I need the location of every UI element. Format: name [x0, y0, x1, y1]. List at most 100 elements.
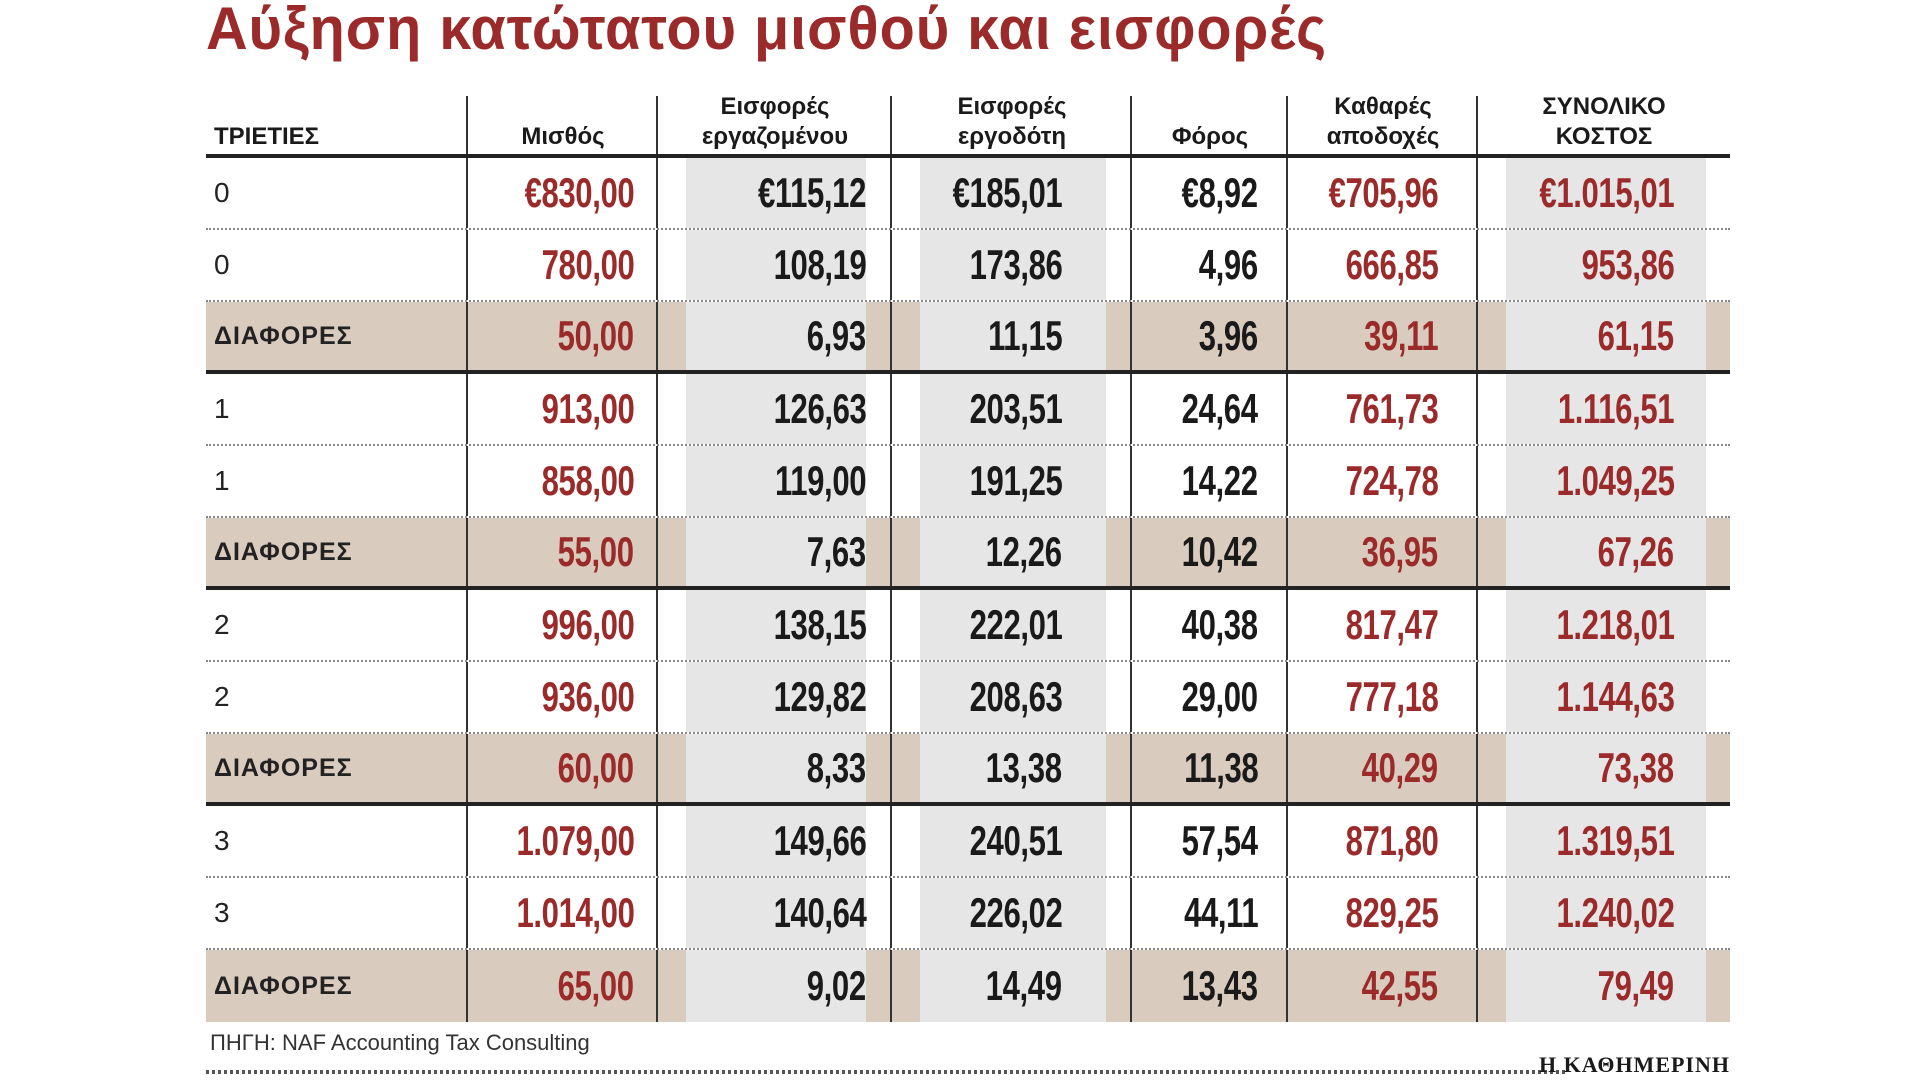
row-label-cell: ΔΙΑΦΟΡΕΣ: [206, 734, 468, 802]
triennium-label: 1: [214, 465, 230, 496]
column-header-line: ΣΥΝΟΛΙΚΟ: [1542, 93, 1666, 120]
table-cell: 222,01: [892, 590, 1132, 660]
column-header-line: Μισθός: [521, 123, 605, 150]
table-cell-value: 1.218,01: [1555, 601, 1674, 648]
table-cell-value: 996,00: [541, 601, 634, 648]
column-divider: [1130, 662, 1132, 732]
table-cell: 8,33: [658, 734, 892, 802]
table-cell-value: €705,96: [1328, 169, 1438, 216]
column-divider: [1130, 446, 1132, 516]
column-shade: [920, 518, 1106, 586]
table-cell: 871,80: [1288, 806, 1478, 876]
table-cell-value: 138,15: [773, 601, 866, 648]
column-divider: [890, 230, 892, 300]
column-divider: [1476, 96, 1478, 154]
column-shade: [1506, 302, 1706, 370]
column-shade: [686, 374, 866, 444]
column-divider: [1476, 158, 1478, 228]
column-divider: [466, 950, 468, 1022]
difference-label: ΔΙΑΦΟΡΕΣ: [214, 537, 353, 566]
table-cell: 777,18: [1288, 662, 1478, 732]
column-divider: [1286, 590, 1288, 660]
table-cell-value: 666,85: [1345, 241, 1438, 288]
row-label-cell: 0: [206, 158, 468, 228]
column-shade: [686, 302, 866, 370]
column-divider: [890, 662, 892, 732]
column-divider: [890, 518, 892, 586]
table-cell: 7,63: [658, 518, 892, 586]
table-cell-value: 3,96: [1198, 312, 1258, 359]
column-divider: [890, 590, 892, 660]
triennium-label: 1: [214, 393, 230, 424]
triennium-label: 2: [214, 609, 230, 640]
table-cell-value: 173,86: [969, 241, 1062, 288]
table-cell: 724,78: [1288, 446, 1478, 516]
table-cell-value: 126,63: [773, 385, 866, 432]
table-body: 0 €830,00 €115,12 €185,01 €8,92 €705,96 €1.015…: [206, 158, 1730, 1022]
table-cell-value: 761,73: [1345, 385, 1438, 432]
column-shade: [920, 230, 1106, 300]
table-cell-value: 29,00: [1182, 673, 1258, 720]
table-cell-value: 724,78: [1345, 457, 1438, 504]
table-cell-value: 13,43: [1182, 962, 1258, 1009]
column-header-text: Μισθός: [521, 122, 604, 152]
table-cell-value: 44,11: [1183, 889, 1259, 936]
column-divider: [466, 158, 468, 228]
table-cell-value: 61,15: [1598, 312, 1674, 359]
table-cell-value: 108,19: [773, 241, 866, 288]
table-cell: 67,26: [1478, 518, 1730, 586]
table-cell: €185,01: [892, 158, 1132, 228]
table-cell-value: 40,38: [1182, 601, 1258, 648]
table-cell: 10,42: [1132, 518, 1288, 586]
table-cell-value: 6,93: [806, 312, 866, 359]
header-rule: [206, 154, 1730, 158]
table-cell: 14,49: [892, 950, 1132, 1022]
column-divider: [656, 446, 658, 516]
column-shade: [920, 662, 1106, 732]
table-cell-value: €115,12: [757, 169, 866, 216]
triennium-label: 3: [214, 825, 230, 856]
column-divider: [1476, 590, 1478, 660]
column-divider: [656, 878, 658, 948]
column-divider: [1130, 734, 1132, 802]
table-cell-value: 913,00: [541, 385, 634, 432]
column-divider: [466, 230, 468, 300]
table-cell: 1.218,01: [1478, 590, 1730, 660]
column-header-text: ΤΡΙΕΤΙΕΣ: [214, 122, 319, 152]
table-cell-value: 10,42: [1182, 528, 1258, 575]
table-cell: €705,96: [1288, 158, 1478, 228]
column-divider: [1476, 374, 1478, 444]
table-cell-value: 40,29: [1362, 744, 1438, 791]
table-cell: 40,38: [1132, 590, 1288, 660]
column-divider: [1476, 734, 1478, 802]
difference-row: ΔΙΑΦΟΡΕΣ 65,00 9,02 14,49 13,43 42,55 79,49: [206, 950, 1730, 1022]
table-cell: 12,26: [892, 518, 1132, 586]
column-divider: [466, 518, 468, 586]
column-header-line: Καθαρές: [1334, 93, 1432, 120]
column-header-text: ΣΥΝΟΛΙΚΟ ΚΟΣΤΟΣ: [1542, 92, 1665, 152]
table-cell: 761,73: [1288, 374, 1478, 444]
triennium-label: 2: [214, 681, 230, 712]
column-divider: [1130, 302, 1132, 370]
table-cell: 1.144,63: [1478, 662, 1730, 732]
column-header: Εισφορές εργαζομένου: [658, 78, 892, 154]
table-cell-value: €185,01: [952, 169, 1062, 216]
table-cell: 61,15: [1478, 302, 1730, 370]
table-cell-value: 1.049,25: [1555, 457, 1674, 504]
table-cell: 1.079,00: [468, 806, 658, 876]
table-cell: 36,95: [1288, 518, 1478, 586]
column-shade: [686, 518, 866, 586]
column-shade: [1506, 878, 1706, 948]
column-divider: [1476, 302, 1478, 370]
column-divider: [890, 158, 892, 228]
table-cell: 55,00: [468, 518, 658, 586]
table-cell: 953,86: [1478, 230, 1730, 300]
table-cell-value: 777,18: [1345, 673, 1438, 720]
column-shade: [686, 230, 866, 300]
column-shade: [920, 878, 1106, 948]
table-cell: 817,47: [1288, 590, 1478, 660]
column-header-line: ΤΡΙΕΤΙΕΣ: [214, 123, 320, 150]
column-divider: [890, 806, 892, 876]
column-divider: [466, 734, 468, 802]
column-divider: [1476, 878, 1478, 948]
